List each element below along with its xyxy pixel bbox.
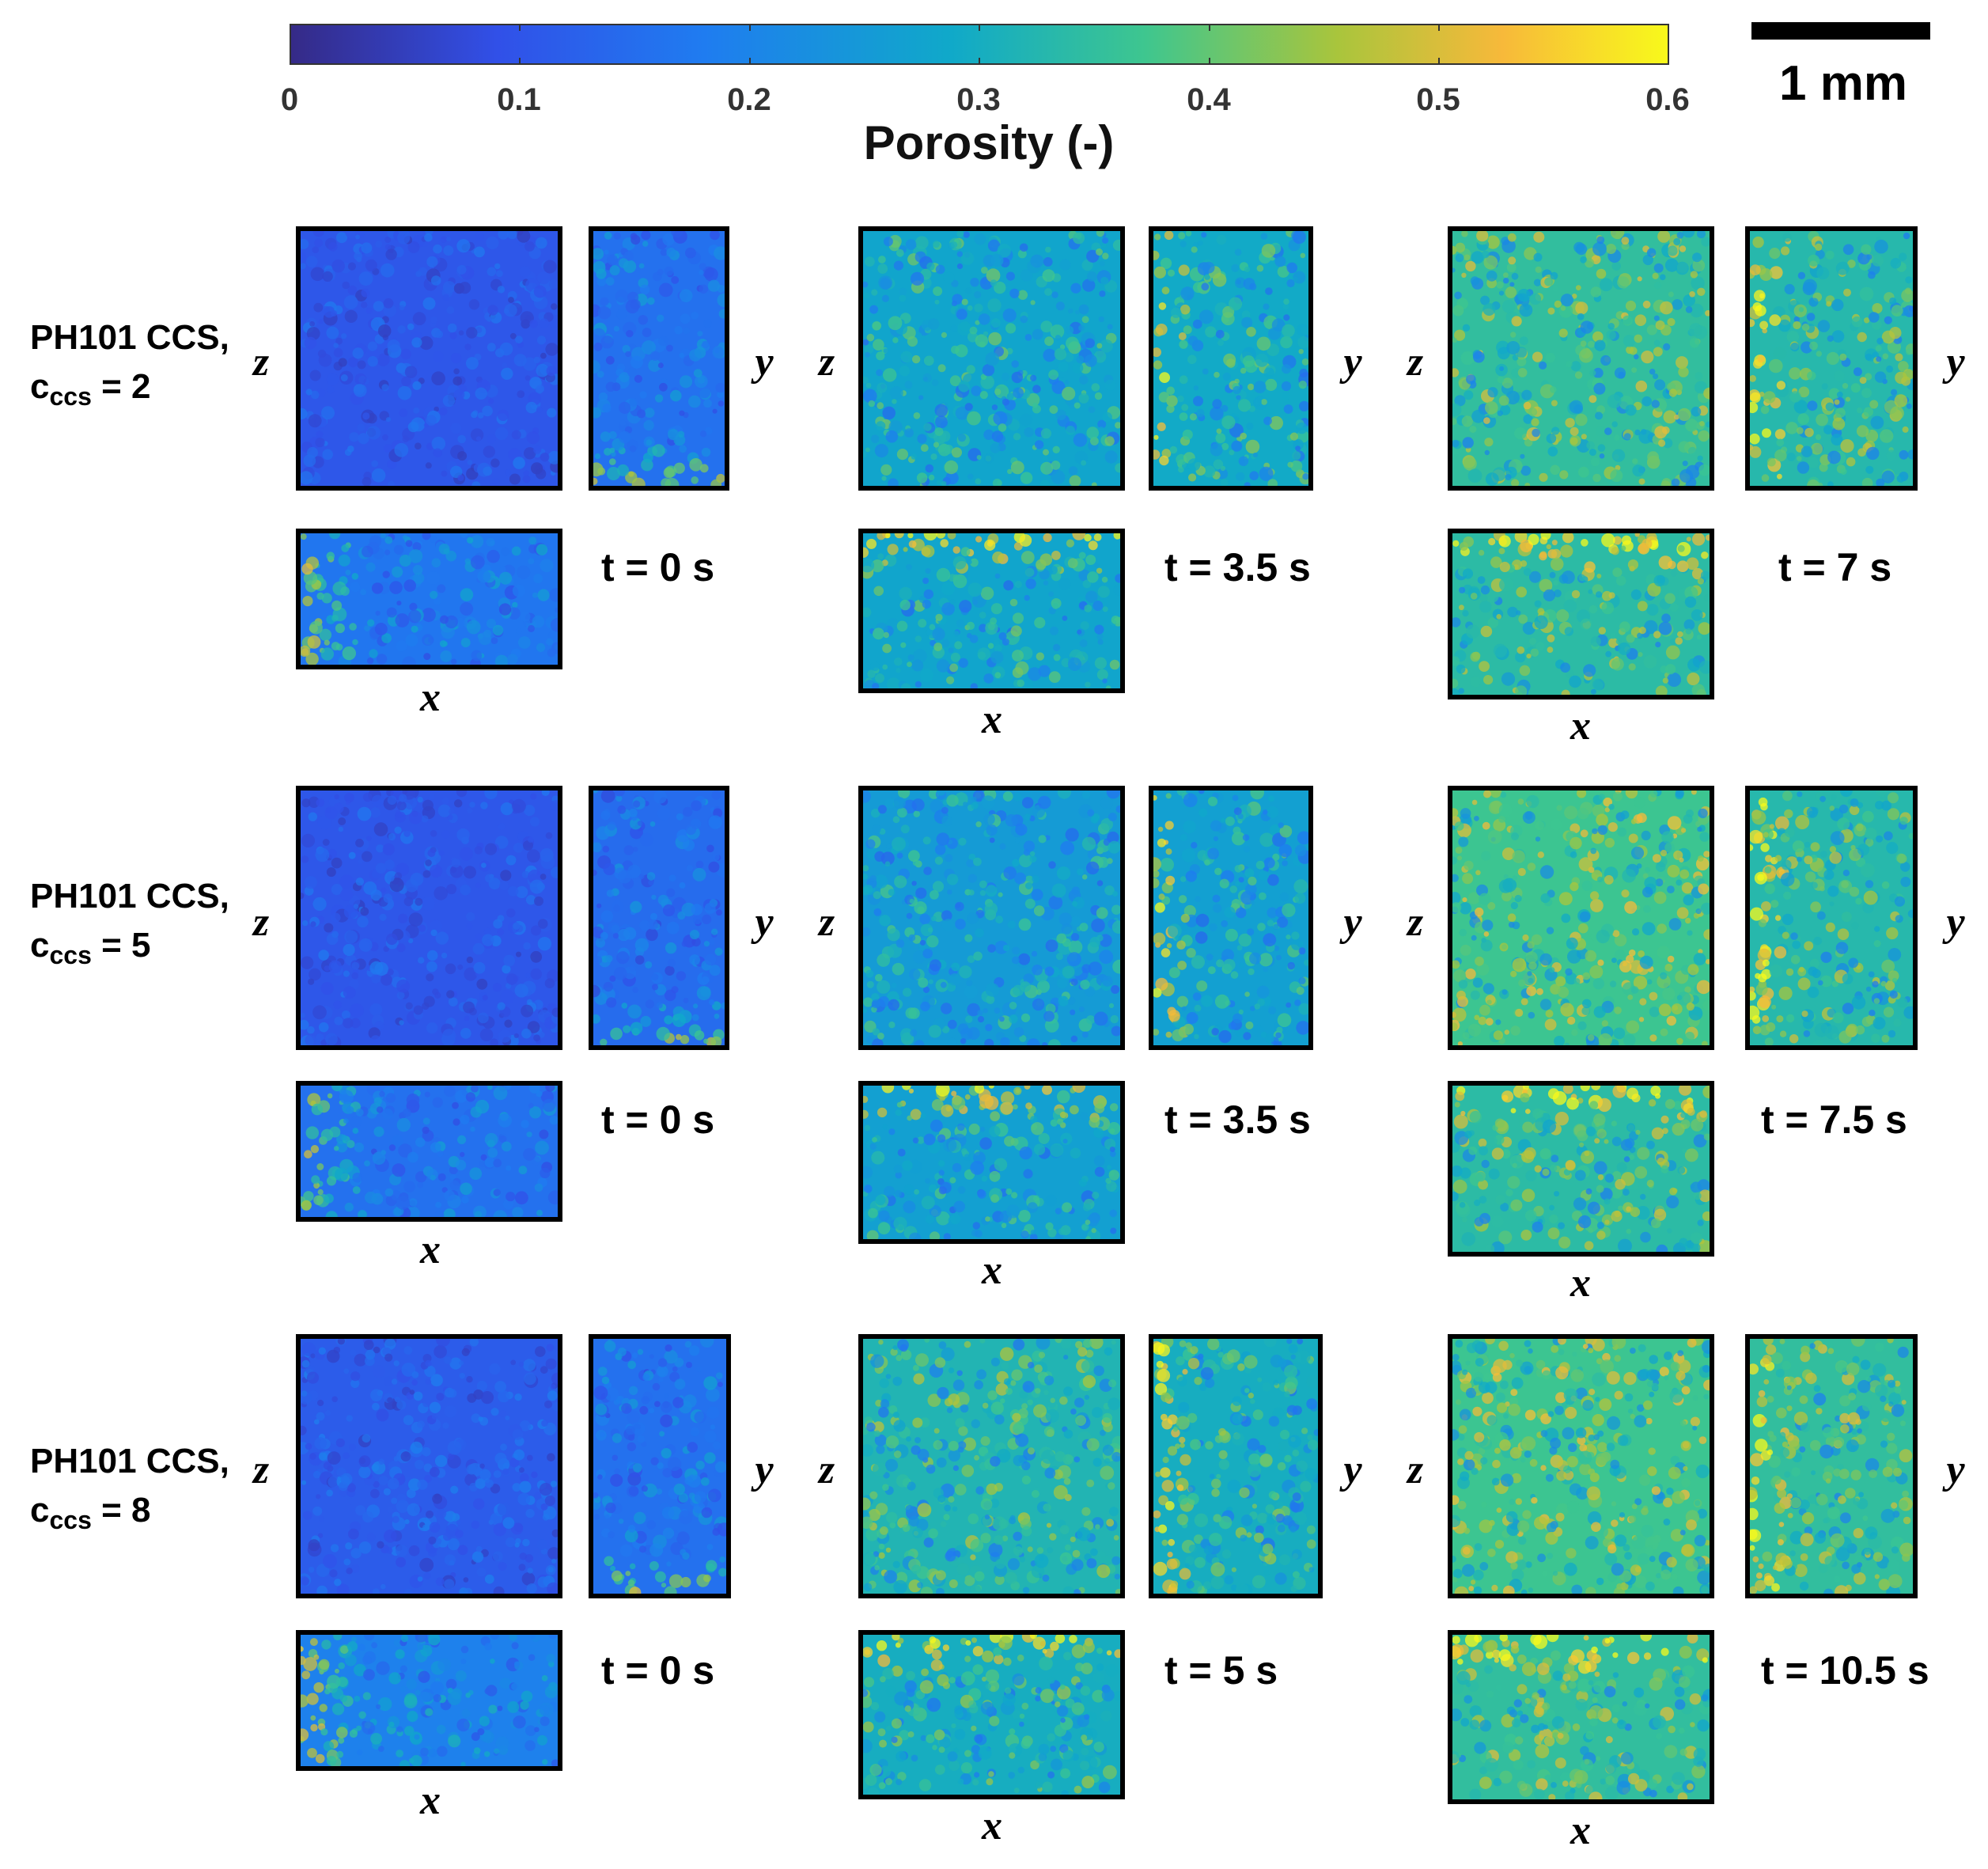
row-name: PH101 CCS, (30, 1442, 229, 1480)
porosity-slice-xy-panel (1448, 1630, 1714, 1804)
porosity-slice-zy-panel (589, 226, 729, 491)
x-axis-label: x (982, 1803, 1002, 1848)
param-symbol: c (30, 367, 50, 406)
param-symbol: c (30, 1491, 50, 1530)
scale-bar (1751, 22, 1930, 40)
x-axis-label: x (1570, 703, 1591, 749)
y-axis-label: y (1343, 1447, 1362, 1492)
time-label: t = 0 s (601, 545, 715, 590)
x-axis-label: x (1570, 1261, 1591, 1306)
x-axis-label: x (420, 675, 441, 720)
porosity-slice-zy-panel (1149, 226, 1313, 491)
colorbar-tick-label: 0.3 (956, 82, 1001, 117)
row-label: PH101 CCS, cccs = 2 (30, 313, 229, 421)
colorbar-tick-label: 0.5 (1416, 82, 1460, 117)
x-axis-label: x (420, 1778, 441, 1823)
colorbar-tick-label: 0.4 (1187, 82, 1231, 117)
porosity-slice-xy-panel (296, 1630, 562, 1771)
porosity-slice-zy-panel (1745, 226, 1918, 491)
porosity-slice-xy-panel (1448, 529, 1714, 699)
colorbar-tick-label: 0.2 (727, 82, 771, 117)
z-axis-label: z (252, 1447, 270, 1492)
y-axis-label: y (1946, 900, 1965, 945)
row-name: PH101 CCS, (30, 318, 229, 357)
row-label: PH101 CCS, cccs = 5 (30, 872, 229, 980)
colorbar-tick (1438, 24, 1440, 65)
param-subscript: ccs (49, 941, 92, 969)
porosity-slice-zy-panel (589, 1334, 731, 1598)
z-axis-label: z (252, 900, 270, 945)
param-symbol: c (30, 926, 50, 965)
row-parameter: cccs = 5 (30, 921, 229, 980)
time-label: t = 3.5 s (1164, 1098, 1311, 1142)
porosity-slice-xy-panel (858, 1081, 1125, 1244)
colorbar-tick (979, 24, 980, 65)
param-value: = 2 (91, 367, 151, 406)
x-axis-label: x (982, 1248, 1002, 1293)
porosity-slice-xy-panel (858, 1630, 1125, 1799)
x-axis-label: x (420, 1227, 441, 1272)
z-axis-label: z (1407, 900, 1424, 945)
time-label: t = 3.5 s (1164, 545, 1311, 590)
porosity-slice-zy-panel (1745, 1334, 1918, 1598)
param-value: = 8 (91, 1491, 151, 1530)
z-axis-label: z (818, 339, 835, 385)
z-axis-label: z (818, 1447, 835, 1492)
porosity-slice-zx-panel (296, 1334, 562, 1598)
time-label: t = 0 s (601, 1098, 715, 1142)
porosity-slice-zx-panel (1448, 226, 1714, 491)
porosity-slice-zy-panel (1745, 786, 1918, 1050)
porosity-slice-zx-panel (858, 786, 1125, 1050)
row-name: PH101 CCS, (30, 877, 229, 916)
colorbar-tick-label: 0.6 (1645, 82, 1690, 117)
row-parameter: cccs = 8 (30, 1486, 229, 1545)
porosity-slice-zx-panel (1448, 1334, 1714, 1598)
scale-bar-label: 1 mm (1779, 56, 1907, 111)
time-label: t = 5 s (1164, 1648, 1278, 1693)
y-axis-label: y (755, 900, 774, 945)
porosity-slice-zy-panel (589, 786, 729, 1050)
colorbar-title: Porosity (-) (863, 116, 1115, 169)
porosity-slice-zx-panel (296, 786, 562, 1050)
row-parameter: cccs = 2 (30, 362, 229, 421)
colorbar-tick (519, 24, 521, 65)
z-axis-label: z (1407, 1447, 1424, 1492)
porosity-slice-zx-panel (1448, 786, 1714, 1050)
time-label: t = 0 s (601, 1648, 715, 1693)
x-axis-label: x (1570, 1808, 1591, 1853)
colorbar-tick (290, 24, 291, 65)
param-subscript: ccs (49, 382, 92, 411)
y-axis-label: y (1343, 900, 1362, 945)
porosity-slice-xy-panel (1448, 1081, 1714, 1257)
y-axis-label: y (755, 339, 774, 385)
time-label: t = 10.5 s (1761, 1648, 1929, 1693)
porosity-slice-xy-panel (296, 1081, 562, 1222)
x-axis-label: x (982, 697, 1002, 742)
y-axis-label: y (1946, 1447, 1965, 1492)
porosity-slice-zy-panel (1149, 786, 1313, 1050)
time-label: t = 7.5 s (1761, 1098, 1907, 1142)
porosity-slice-xy-panel (858, 529, 1125, 693)
time-label: t = 7 s (1778, 545, 1892, 590)
y-axis-label: y (1946, 339, 1965, 385)
colorbar-tick (1209, 24, 1210, 65)
colorbar-tick (749, 24, 751, 65)
y-axis-label: y (1343, 339, 1362, 385)
y-axis-label: y (755, 1447, 774, 1492)
param-value: = 5 (91, 926, 151, 965)
z-axis-label: z (818, 900, 835, 945)
z-axis-label: z (252, 339, 270, 385)
colorbar-tick-label: 0 (280, 82, 299, 117)
row-label: PH101 CCS, cccs = 8 (30, 1437, 229, 1545)
porosity-slice-xy-panel (296, 529, 562, 669)
porosity-slice-zx-panel (858, 226, 1125, 491)
z-axis-label: z (1407, 339, 1424, 385)
param-subscript: ccs (49, 1506, 92, 1534)
porosity-slice-zx-panel (858, 1334, 1125, 1598)
colorbar-tick-label: 0.1 (497, 82, 541, 117)
porosity-slice-zx-panel (296, 226, 562, 491)
porosity-slice-zy-panel (1149, 1334, 1323, 1598)
colorbar-tick (1668, 24, 1669, 65)
